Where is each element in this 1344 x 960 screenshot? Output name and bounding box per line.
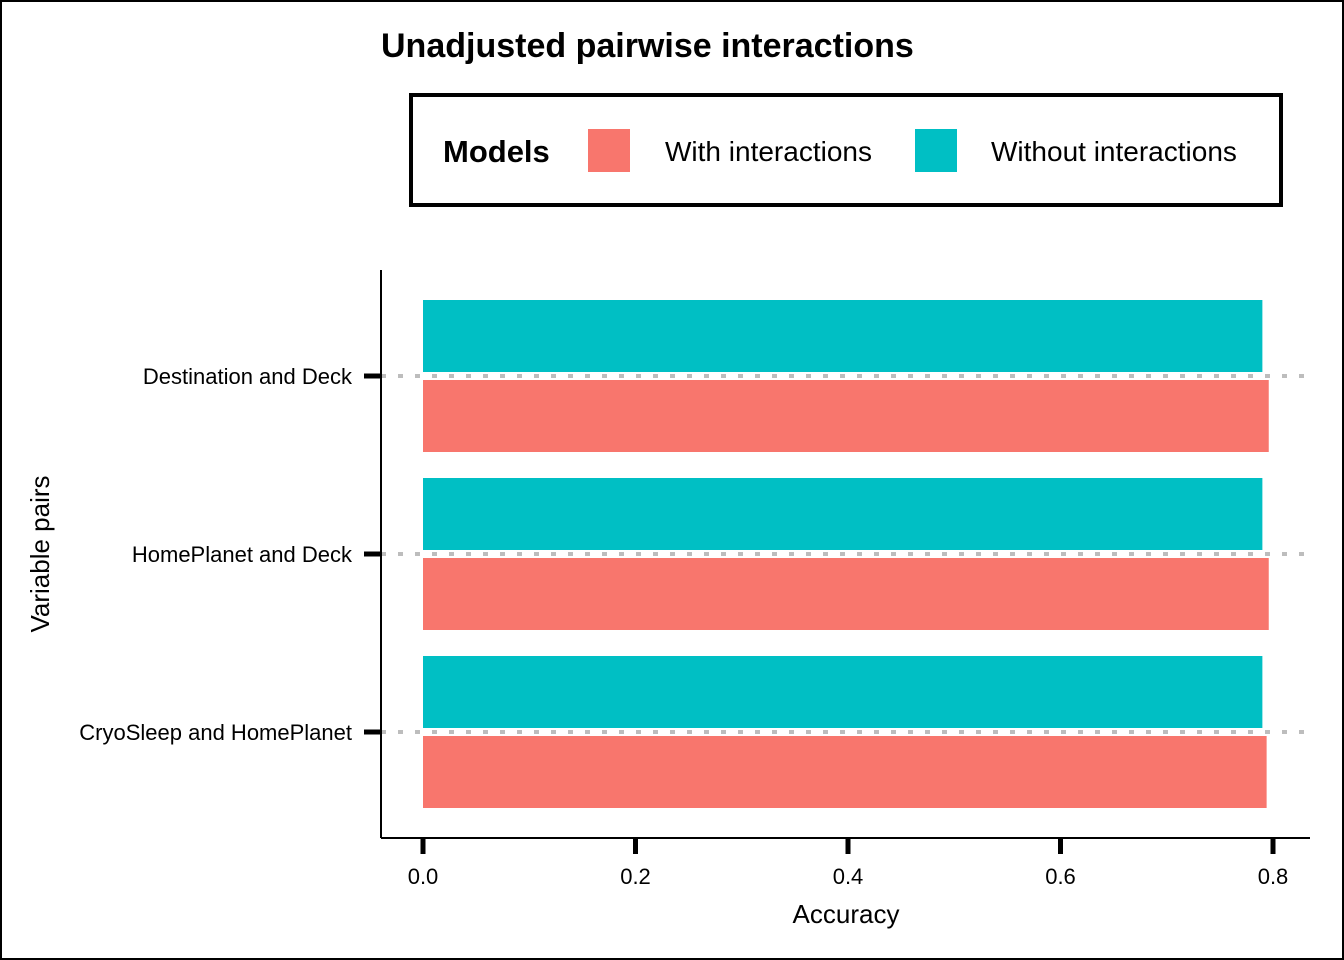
legend-label-with-interactions: With interactions: [665, 136, 872, 167]
legend-title: Models: [443, 134, 550, 169]
legend-swatch-without-interactions: [915, 129, 957, 172]
bar-without-interactions: [423, 478, 1263, 550]
chart-title: Unadjusted pairwise interactions: [381, 27, 914, 65]
bar-without-interactions: [423, 300, 1263, 372]
x-tick-label: 0.0: [408, 864, 439, 889]
x-tick-label: 0.4: [833, 864, 864, 889]
y-tick-label: HomePlanet and Deck: [132, 542, 353, 567]
y-tick-label: Destination and Deck: [143, 364, 353, 389]
bar-with-interactions: [423, 558, 1269, 630]
y-axis-title: Variable pairs: [25, 475, 55, 632]
legend-box: [409, 93, 1283, 207]
x-axis-title: Accuracy: [793, 899, 900, 929]
x-tick-label: 0.6: [1045, 864, 1076, 889]
bar-with-interactions: [423, 380, 1269, 452]
y-tick-label: CryoSleep and HomePlanet: [79, 720, 352, 745]
bar-with-interactions: [423, 736, 1267, 808]
legend: Models With interactions Without interac…: [409, 93, 1283, 207]
legend-swatch-with-interactions: [588, 129, 630, 172]
bar-without-interactions: [423, 656, 1263, 728]
plot-area: CryoSleep and HomePlanet HomePlanet and D…: [79, 270, 1310, 889]
x-tick-label: 0.2: [620, 864, 651, 889]
x-tick-label: 0.8: [1258, 864, 1289, 889]
legend-label-without-interactions: Without interactions: [991, 136, 1237, 167]
